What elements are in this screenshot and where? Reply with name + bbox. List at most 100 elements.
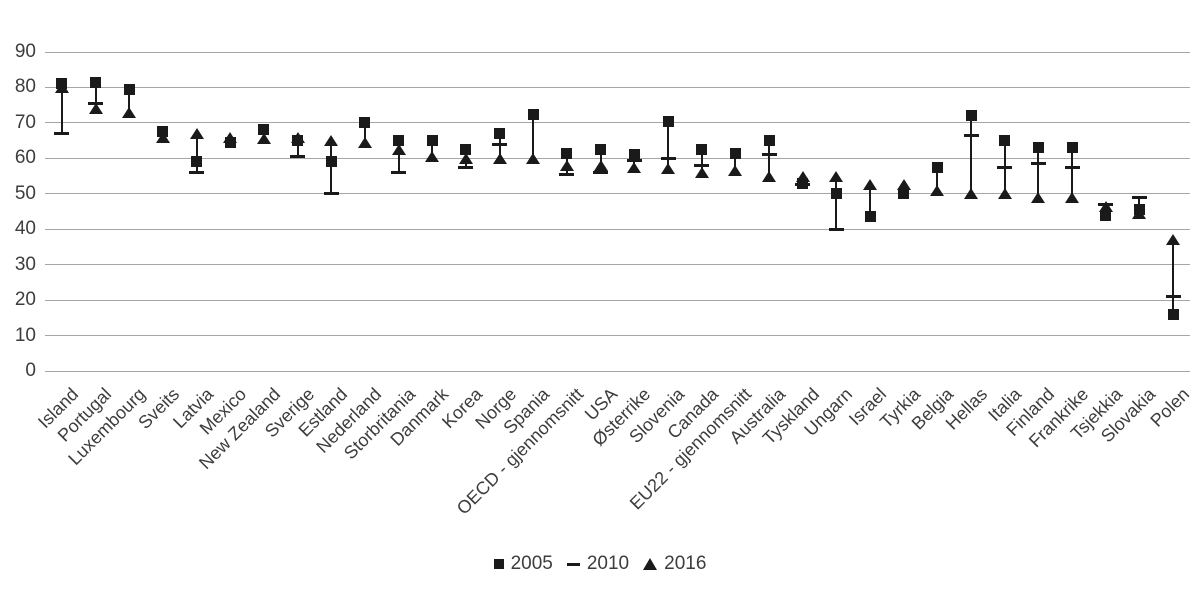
- marker-2005-square: [527, 108, 539, 120]
- range-line: [970, 115, 973, 194]
- marker-2016-triangle: [526, 152, 541, 164]
- marker-2016-triangle: [256, 133, 271, 145]
- range-line: [296, 137, 299, 157]
- marker-2005-square: [393, 135, 405, 147]
- marker-2005-square: [258, 124, 270, 136]
- gridline: [45, 157, 1190, 159]
- y-tick-label: 70: [14, 111, 36, 133]
- y-tick-label: 30: [14, 253, 36, 275]
- marker-2005-square: [325, 156, 337, 168]
- marker-2005-square: [359, 117, 371, 129]
- marker-2010-dash: [997, 165, 1013, 169]
- marker-2016-triangle: [357, 136, 372, 148]
- marker-2016-triangle: [492, 152, 507, 164]
- marker-2010-dash: [189, 171, 205, 174]
- marker-2010-dash: [1165, 295, 1181, 299]
- marker-2016-triangle: [391, 143, 406, 155]
- marker-2005-square: [90, 76, 101, 88]
- triangle-marker-icon: [643, 558, 658, 570]
- marker-2005-square: [561, 147, 573, 159]
- marker-2010-dash: [963, 133, 979, 137]
- marker-2016-triangle: [694, 167, 709, 178]
- marker-2016-triangle: [593, 159, 608, 171]
- marker-2010-dash: [290, 155, 306, 159]
- marker-2005-square: [157, 126, 169, 138]
- marker-2010-dash: [694, 163, 710, 167]
- legend-item-2016: 2016: [643, 553, 706, 575]
- marker-2016-triangle: [88, 103, 103, 115]
- marker-2016-triangle: [559, 159, 574, 171]
- range-line: [936, 167, 939, 191]
- marker-2016-triangle: [930, 184, 945, 196]
- legend-label-2010: 2010: [586, 553, 630, 574]
- legend: 2005 2010 2016: [0, 553, 1200, 575]
- legend-label-2016: 2016: [664, 553, 707, 574]
- range-line: [532, 114, 535, 159]
- marker-2016-triangle: [1065, 191, 1080, 203]
- range-line: [1037, 147, 1040, 198]
- marker-2005-square: [1100, 209, 1112, 221]
- marker-2005-square: [494, 128, 506, 140]
- gridline: [45, 370, 1190, 372]
- range-line: [768, 140, 771, 177]
- marker-2005-square: [628, 149, 640, 161]
- marker-2005-square: [224, 136, 236, 148]
- marker-2005-square: [662, 115, 674, 127]
- y-tick-label: 80: [14, 76, 36, 98]
- y-tick-label: 60: [14, 147, 36, 169]
- marker-2005-square: [426, 135, 438, 147]
- range-line: [431, 140, 434, 157]
- gridline: [45, 51, 1190, 53]
- gridline: [45, 299, 1190, 301]
- marker-2016-triangle: [1031, 191, 1046, 203]
- marker-2005-square: [965, 110, 977, 122]
- marker-2016-triangle: [627, 161, 642, 173]
- marker-2005-square: [931, 161, 943, 173]
- marker-2016-triangle: [863, 179, 878, 191]
- marker-2016-triangle: [425, 151, 440, 163]
- gridline: [45, 228, 1190, 230]
- range-line: [128, 89, 131, 113]
- marker-2005-square: [696, 143, 708, 155]
- marker-2005-square: [292, 135, 304, 147]
- range-line: [1172, 239, 1175, 315]
- marker-2010-dash: [391, 171, 407, 174]
- marker-2016-triangle: [1098, 200, 1113, 212]
- marker-2005-square: [797, 177, 809, 189]
- marker-2016-triangle: [829, 170, 844, 182]
- y-tick-label: 10: [14, 324, 36, 346]
- marker-2005-square: [1066, 142, 1078, 154]
- range-line: [734, 153, 737, 171]
- marker-2010-dash: [660, 156, 676, 160]
- marker-2010-dash: [828, 227, 844, 231]
- marker-2005-square: [1032, 142, 1044, 154]
- range-line: [195, 133, 198, 173]
- range-line: [363, 122, 366, 143]
- marker-2005-square: [191, 156, 203, 168]
- marker-2016-triangle: [997, 188, 1012, 200]
- marker-2005-square: [898, 188, 910, 200]
- marker-2010-dash: [323, 192, 339, 196]
- marker-2005-square: [999, 135, 1011, 147]
- marker-2016-triangle: [795, 170, 810, 182]
- marker-2016-triangle: [1166, 234, 1181, 246]
- marker-2016-triangle: [458, 152, 473, 164]
- marker-2005-square: [56, 78, 68, 90]
- marker-2010-dash: [1131, 195, 1147, 199]
- gridline: [45, 335, 1190, 337]
- range-line: [835, 176, 838, 230]
- marker-2016-triangle: [122, 106, 137, 118]
- range-line: [60, 83, 63, 134]
- y-tick-label: 0: [25, 360, 36, 381]
- gridline: [45, 122, 1190, 124]
- marker-2010-dash: [54, 132, 70, 136]
- marker-2016-triangle: [964, 188, 979, 200]
- range-line: [667, 121, 669, 169]
- legend-item-2005: 2005: [493, 553, 553, 575]
- marker-2005-square: [1133, 204, 1145, 216]
- marker-2005-square: [763, 135, 775, 147]
- legend-item-2010: 2010: [566, 553, 630, 575]
- marker-2010-dash: [492, 142, 508, 146]
- range-line: [700, 149, 703, 173]
